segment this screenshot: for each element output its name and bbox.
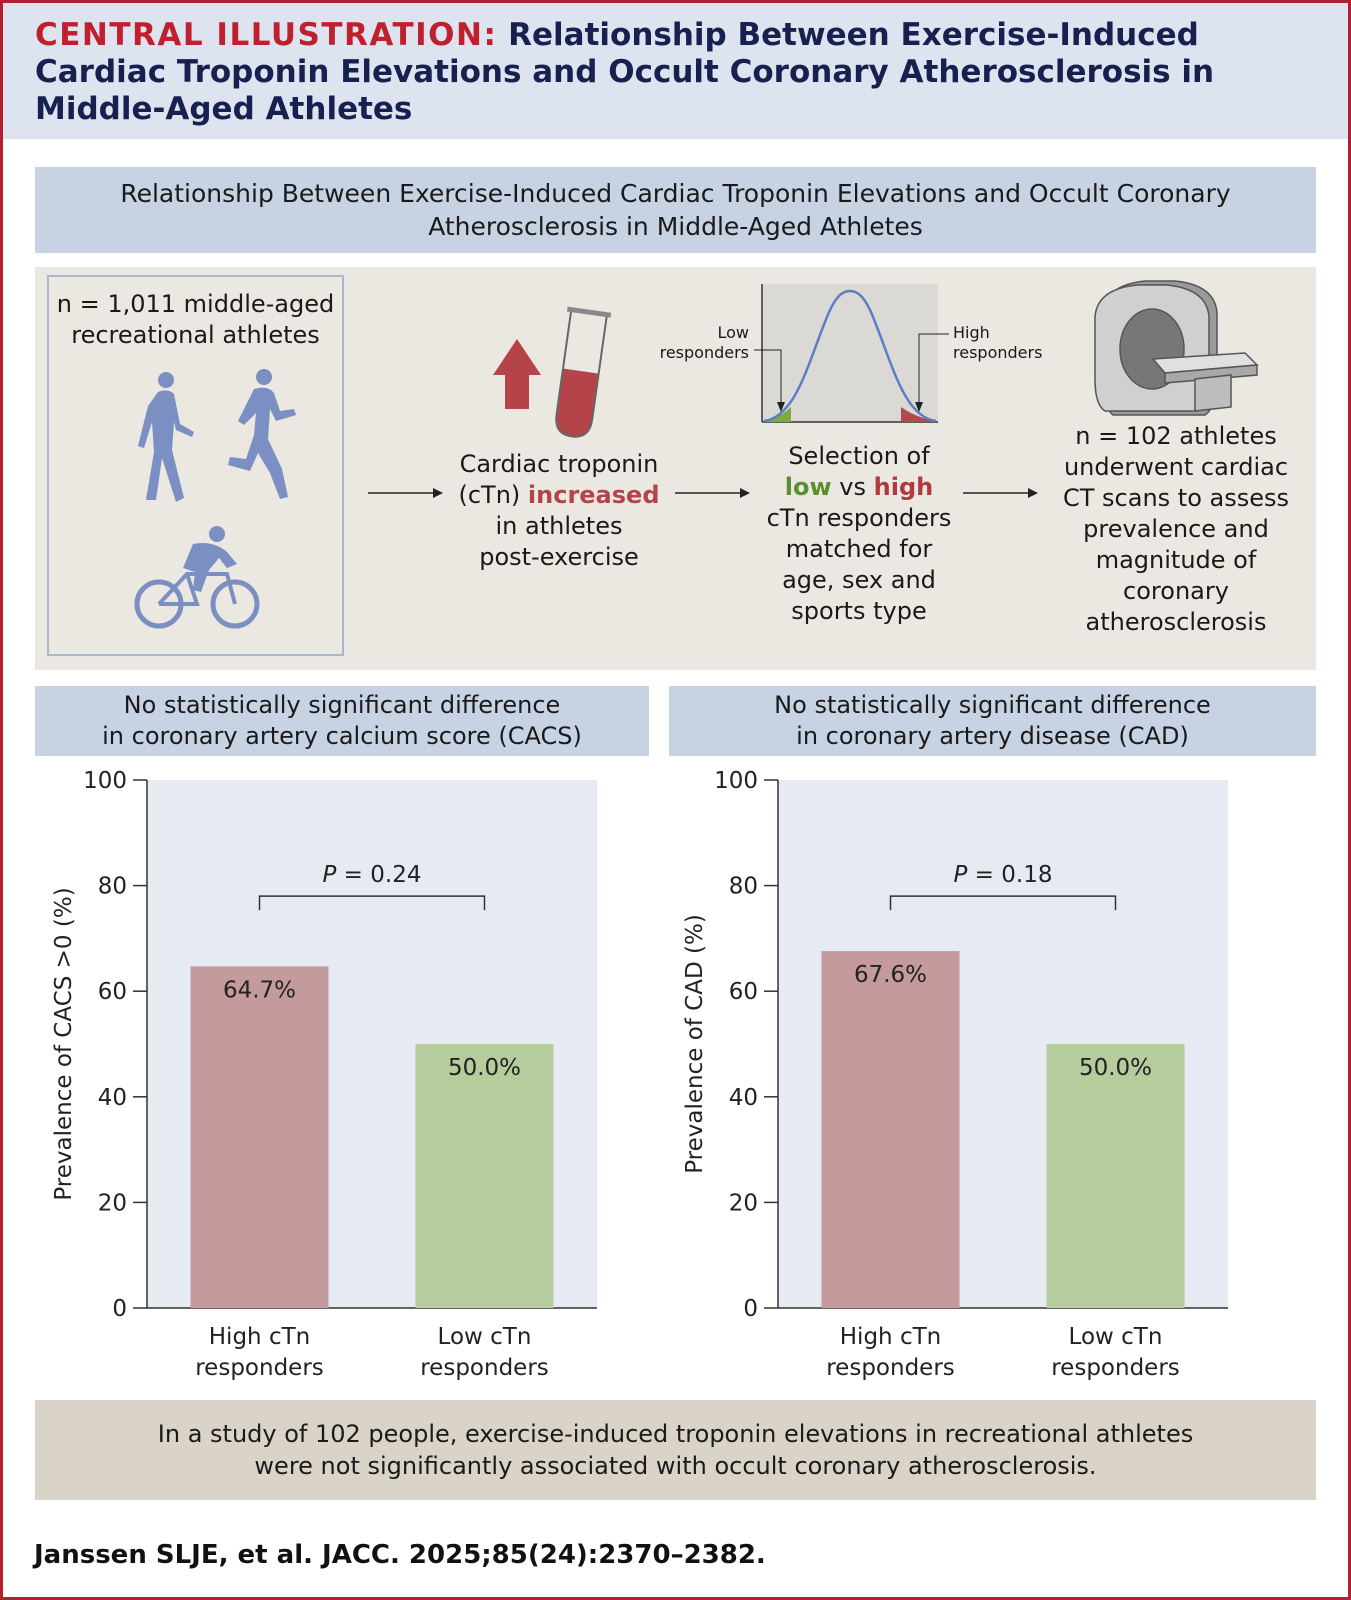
selection-line-4: matched for (785, 535, 933, 563)
troponin-line-3: in athletes (495, 512, 623, 540)
ct-line-4: prevalence and (1083, 515, 1269, 543)
cacs-bar-low (415, 1044, 554, 1308)
selection-line-2: low vs high (750, 472, 968, 503)
cacs-bar-high (190, 966, 329, 1308)
cad-bar-low (1046, 1044, 1185, 1308)
study-title: Relationship Between Exercise-Induced Ca… (120, 179, 1231, 241)
conclusion-line-2: were not significantly associated with o… (254, 1452, 1097, 1480)
ct-scanner-icon (1094, 280, 1259, 416)
panel-cacs-header-1: No statistically significant difference (123, 691, 561, 719)
cacs-category-label: responders (420, 1355, 549, 1381)
low-responders-label-2: responders (660, 343, 749, 362)
cad-p-value: P = 0.18 (954, 862, 1053, 888)
troponin-line-4: post-exercise (479, 543, 639, 571)
cacs-ytick-label: 20 (98, 1190, 127, 1216)
flow-arrows: Low responders High responders (368, 280, 1259, 498)
header-banner: CENTRAL ILLUSTRATION: Relationship Betwe… (3, 3, 1348, 139)
study-flow-panel: n = 1,011 middle-aged recreational athle… (35, 267, 1316, 670)
cad-y-axis-label: Prevalence of CAD (%) (682, 914, 708, 1174)
header-title-text: Relationship Between Exercise-Induced Ca… (35, 17, 1215, 127)
cad-category-label: responders (826, 1355, 955, 1381)
conclusion-line-1: In a study of 102 people, exercise-induc… (157, 1420, 1194, 1448)
high-responders-label-2: responders (953, 343, 1042, 362)
sample-box: n = 1,011 middle-aged recreational athle… (47, 275, 344, 656)
cad-ytick-label: 80 (729, 874, 758, 900)
cad-bar-chart: 0 20 40 60 80 100 Prevalence of CAD (%) 67.6% Hi… (682, 770, 1228, 1381)
flow-arrow-3 (963, 488, 1038, 498)
conclusion-box: In a study of 102 people, exercise-induc… (35, 1400, 1316, 1500)
panel-cad-header-1: No statistically significant difference (774, 691, 1211, 719)
high-responders-label-1: High (953, 323, 990, 342)
cacs-ytick-label: 0 (112, 1296, 127, 1322)
troponin-increased: increased (527, 481, 660, 509)
study-title-box: Relationship Between Exercise-Induced Ca… (35, 167, 1316, 253)
selection-line-5: age, sex and (782, 566, 936, 594)
cad-category-label: responders (1051, 1355, 1180, 1381)
ct-line-3: CT scans to assess (1062, 484, 1289, 512)
panel-header-cad: No statistically significant difference … (669, 686, 1316, 756)
cad-category-label: Low cTn (1069, 1324, 1163, 1350)
cacs-ytick-label: 40 (98, 1085, 127, 1111)
selection-line-1: Selection of (788, 442, 930, 470)
cacs-p-value: P = 0.24 (323, 862, 422, 888)
cad-data-label: 50.0% (1079, 1055, 1152, 1081)
cad-bar-high (821, 951, 960, 1308)
cacs-category-label: responders (195, 1355, 324, 1381)
cyclist-icon (134, 526, 260, 629)
troponin-line-2-pre: (cTn) (458, 481, 528, 509)
cad-ytick-label: 40 (729, 1085, 758, 1111)
cacs-ytick-label: 100 (83, 770, 127, 794)
selection-line-3: cTn responders (766, 504, 952, 532)
cacs-category-label: High cTn (209, 1324, 310, 1350)
panel-cad-header-2: in coronary artery disease (CAD) (796, 722, 1189, 750)
cad-significance-bracket (889, 895, 1117, 911)
selection-vs: vs (831, 473, 874, 501)
ct-line-5: magnitude of (1095, 546, 1257, 574)
athlete-figures (134, 369, 296, 629)
cad-ytick-label: 20 (729, 1190, 758, 1216)
cad-category-label: High cTn (840, 1324, 941, 1350)
cad-ytick-label: 60 (729, 979, 758, 1005)
cacs-ytick-label: 60 (98, 979, 127, 1005)
troponin-line-1: Cardiac troponin (459, 450, 659, 478)
ct-line-7: atherosclerosis (1085, 608, 1267, 636)
selection-high: high (873, 473, 934, 501)
flow-arrow-2 (675, 488, 750, 498)
running-person-icon (228, 369, 296, 499)
cacs-ytick-label: 80 (98, 874, 127, 900)
cacs-y-axis-label: Prevalence of CACS >0 (%) (51, 887, 77, 1200)
selection-line-6: sports type (791, 597, 927, 625)
sample-line-2: recreational athletes (71, 321, 320, 349)
cad-data-label: 67.6% (854, 962, 927, 988)
flow-arrow-1 (368, 488, 443, 498)
sample-line-1: n = 1,011 middle-aged (56, 290, 335, 318)
header-title: CENTRAL ILLUSTRATION: Relationship Betwe… (35, 17, 1325, 128)
panel-header-cacs: No statistically significant difference … (35, 686, 649, 756)
distribution-curve: Low responders High responders (660, 284, 1042, 423)
walking-person-icon (138, 372, 194, 502)
ct-line-1: n = 102 athletes (1075, 422, 1277, 450)
citation: Janssen SLJE, et al. JACC. 2025;85(24):2… (34, 1540, 766, 1570)
up-arrow-icon (493, 339, 541, 409)
cacs-bar-chart: 0 20 40 60 80 100 Prevalence of CACS >0 (%) 64.… (51, 770, 597, 1381)
cad-ytick-label: 100 (714, 770, 758, 794)
header-label: CENTRAL ILLUSTRATION: (35, 17, 498, 53)
ct-line-2: underwent cardiac (1063, 453, 1289, 481)
selection-low: low (784, 473, 832, 501)
cacs-data-label: 50.0% (448, 1055, 521, 1081)
low-responders-label-1: Low (717, 323, 749, 342)
panel-cacs-header-2: in coronary artery calcium score (CACS) (102, 722, 582, 750)
cacs-data-label: 64.7% (223, 977, 296, 1003)
cad-ytick-label: 0 (743, 1296, 758, 1322)
troponin-line-2: (cTn) increased (439, 480, 679, 511)
cacs-significance-bracket (258, 895, 486, 911)
test-tube-icon (555, 306, 612, 438)
ct-line-6: coronary (1123, 577, 1229, 605)
cacs-category-label: Low cTn (438, 1324, 532, 1350)
